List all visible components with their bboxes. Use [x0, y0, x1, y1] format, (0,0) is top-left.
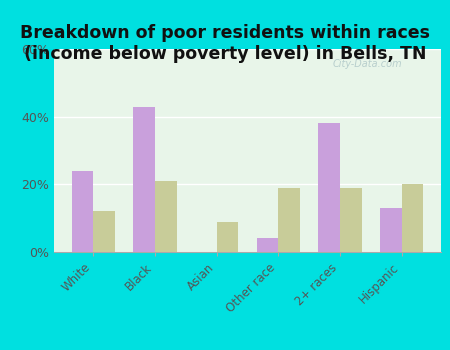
- Bar: [319, 124, 340, 252]
- Text: Breakdown of poor residents within races
(income below poverty level) in Bells, : Breakdown of poor residents within races…: [20, 25, 430, 63]
- Bar: [279, 188, 300, 252]
- Bar: [216, 222, 238, 252]
- Text: City-Data.com: City-Data.com: [333, 59, 402, 69]
- Bar: [380, 208, 402, 252]
- Bar: [402, 184, 423, 252]
- Bar: [72, 171, 93, 252]
- Bar: [340, 188, 362, 252]
- Bar: [133, 106, 155, 252]
- Bar: [257, 238, 279, 252]
- Bar: [155, 181, 176, 252]
- Bar: [93, 211, 115, 252]
